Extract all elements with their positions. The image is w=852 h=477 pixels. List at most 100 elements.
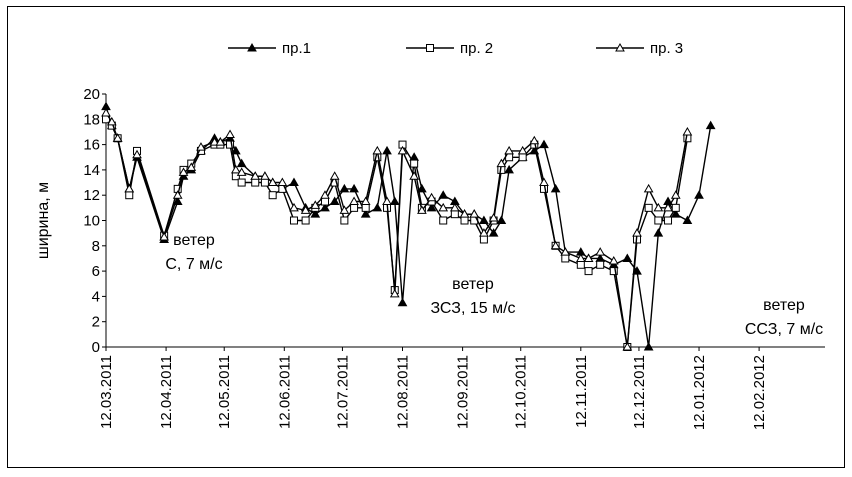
data-point xyxy=(112,133,123,142)
data-point xyxy=(178,167,189,176)
data-point xyxy=(496,215,507,224)
data-point xyxy=(504,145,514,155)
data-point xyxy=(260,171,270,180)
data-point xyxy=(439,216,448,225)
data-point xyxy=(410,159,419,168)
data-point xyxy=(449,202,460,212)
data-point xyxy=(539,184,548,193)
y-axis-label: ширина, м xyxy=(35,182,52,259)
annotation-line1: ветер xyxy=(763,297,805,314)
data-point xyxy=(389,288,400,298)
x-tick-label: 12.01.2012 xyxy=(691,355,708,430)
data-point xyxy=(409,171,420,180)
legend-item: пр. 3 xyxy=(596,40,683,57)
data-point xyxy=(320,190,330,199)
data-point xyxy=(196,142,206,151)
data-point xyxy=(460,216,469,225)
data-point xyxy=(550,183,561,193)
data-point xyxy=(310,209,321,218)
y-tick-label: 12 xyxy=(83,187,100,204)
x-tick-label: 12.06.2011 xyxy=(276,355,293,429)
data-point xyxy=(670,190,681,199)
data-point xyxy=(671,203,680,212)
y-tick-label: 0 xyxy=(92,339,100,356)
annotation-line2: С, 7 м/с xyxy=(165,256,222,273)
data-point xyxy=(225,129,235,138)
data-point xyxy=(372,202,383,212)
annotation: ветер ССЗ, 7 м/с xyxy=(745,297,823,338)
data-point xyxy=(310,200,321,209)
x-tick-label: 12.03.2011 xyxy=(98,355,115,429)
data-point xyxy=(339,183,350,193)
data-point xyxy=(215,137,226,146)
x-tick-label: 12.07.2011 xyxy=(334,355,351,429)
data-point xyxy=(529,135,540,145)
data-point xyxy=(350,203,359,212)
data-point xyxy=(251,178,260,187)
legend-label: пр.1 xyxy=(282,40,311,57)
data-point xyxy=(459,209,470,218)
annotation-line1: ветер xyxy=(173,232,215,249)
data-point xyxy=(705,120,716,130)
y-tick-label: 18 xyxy=(83,111,100,128)
y-tick-label: 2 xyxy=(92,314,100,331)
legend-item: пр. 2 xyxy=(406,40,493,57)
y-tick-label: 10 xyxy=(83,213,100,230)
series-1 xyxy=(101,101,716,351)
data-point xyxy=(125,191,134,200)
chart-frame: 0 2 4 6 8 10 12 14 16 18 20 ширина, м 12.03.2011 12.0… xyxy=(7,6,845,468)
data-point xyxy=(622,253,633,262)
data-point xyxy=(159,231,170,241)
data-point xyxy=(664,216,673,225)
x-tick-label: 12.11.2011 xyxy=(573,355,590,428)
data-point xyxy=(643,183,654,193)
data-point xyxy=(389,196,400,206)
data-point xyxy=(496,158,507,168)
data-point xyxy=(450,210,459,219)
data-point xyxy=(488,228,499,237)
data-point xyxy=(583,253,594,262)
legend-marker xyxy=(247,42,257,52)
data-point xyxy=(479,235,488,244)
data-point xyxy=(608,255,619,265)
series-line xyxy=(105,106,712,348)
annotation: ветер ЗСЗ, 15 м/с xyxy=(430,276,515,317)
data-point xyxy=(595,247,606,256)
data-point xyxy=(236,167,247,176)
data-point xyxy=(539,177,549,187)
y-tick-label: 14 xyxy=(83,162,100,179)
data-point xyxy=(267,177,278,187)
data-point xyxy=(260,178,269,187)
annotation-line2: ЗСЗ, 15 м/с xyxy=(430,300,515,317)
data-point xyxy=(132,149,142,159)
data-point xyxy=(397,145,408,155)
data-point xyxy=(106,116,117,126)
data-point xyxy=(230,145,241,155)
data-point xyxy=(172,190,183,199)
x-tick-label: 12.10.2011 xyxy=(513,355,530,429)
data-point xyxy=(560,247,571,256)
data-point xyxy=(438,202,449,212)
data-point xyxy=(277,177,288,187)
data-point xyxy=(101,107,111,117)
data-point xyxy=(417,183,427,193)
y-tick-label: 6 xyxy=(92,263,100,280)
data-point xyxy=(372,145,383,155)
data-point xyxy=(300,205,311,214)
data-point xyxy=(301,216,310,225)
data-point xyxy=(438,190,449,199)
line-chart: 0 2 4 6 8 10 12 14 16 18 20 ширина, м 12.03.2011 12.0… xyxy=(35,40,825,430)
data-point xyxy=(340,216,349,225)
data-point xyxy=(479,228,489,237)
data-point xyxy=(663,202,673,212)
y-tick-label: 4 xyxy=(92,288,100,305)
data-point xyxy=(561,254,570,263)
data-point xyxy=(226,140,235,149)
data-point xyxy=(361,203,370,212)
data-point xyxy=(694,190,704,199)
data-point xyxy=(289,177,299,187)
data-point xyxy=(682,126,693,136)
data-point xyxy=(609,267,618,276)
data-point xyxy=(517,145,528,155)
data-point xyxy=(575,253,586,262)
